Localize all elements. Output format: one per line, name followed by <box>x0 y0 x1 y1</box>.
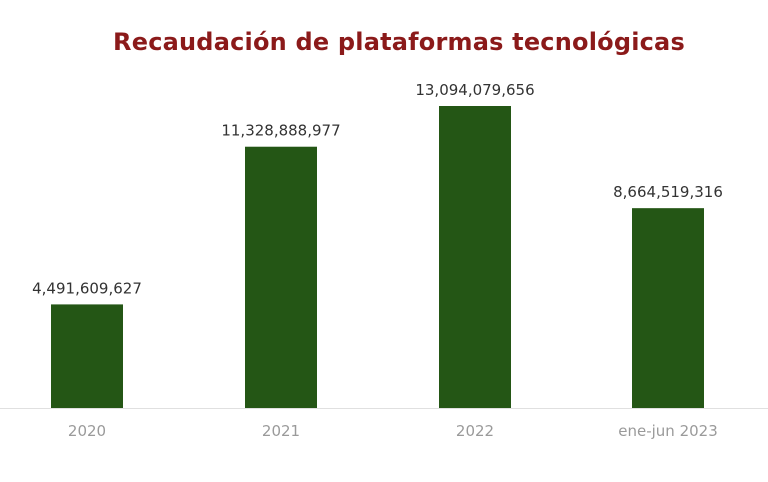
bar-ene-jun-2023 <box>632 208 704 408</box>
data-label: 11,328,888,977 <box>221 122 340 140</box>
x-tick-label: 2022 <box>456 422 494 440</box>
bar-2020 <box>51 304 123 408</box>
chart-title: Recaudación de plataformas tecnológicas <box>113 28 685 56</box>
bar-2021 <box>245 146 317 409</box>
bar-2022 <box>439 106 511 408</box>
data-label: 13,094,079,656 <box>415 81 534 99</box>
x-tick-label: 2020 <box>68 422 106 440</box>
x-tick-label: ene-jun 2023 <box>618 422 718 440</box>
data-label: 8,664,519,316 <box>613 183 723 201</box>
x-tick-label: 2021 <box>262 422 300 440</box>
data-label: 4,491,609,627 <box>32 279 142 297</box>
